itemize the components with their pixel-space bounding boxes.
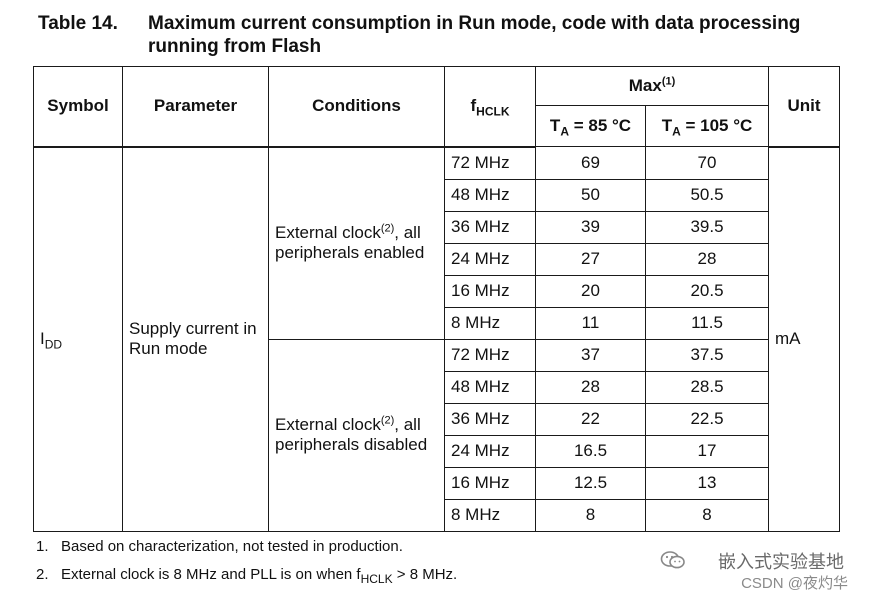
freq-cell: 36 MHz [444,402,536,436]
condition-pre: External clock [275,223,381,242]
header-unit: Unit [768,66,840,148]
table-title: Maximum current consumption in Run mode,… [148,13,801,57]
header-fhclk-sub: HCLK [476,104,510,119]
condition-post: , all peripherals disabled [275,415,428,454]
ta85-cell: 16.5 [535,434,646,468]
header-symbol: Symbol [33,66,123,148]
ta85-cell: 22 [535,402,646,436]
ta85-cell: 37 [535,338,646,372]
freq-cell: 48 MHz [444,370,536,404]
header-fhclk-main: f [470,96,477,116]
symbol-main: I [40,329,45,348]
footnote-text-sub: HCLK [360,572,393,586]
footnote-text: Based on characterization, not tested in… [61,538,403,555]
footnote-text: External clock is 8 MHz and PLL is on wh… [61,566,458,586]
table-row: 48 MHz 28 28.5 [34,370,840,404]
freq-cell: 48 MHz [444,178,536,212]
header-conditions: Conditions [268,66,445,148]
header-ta105-sub: A [672,124,681,139]
header-ta-85: TA = 85 °C [535,105,646,147]
ta105-cell: 70 [645,146,769,180]
header-max-label: Max [628,76,662,95]
table-row: External clock(2), all peripherals disab… [34,338,840,532]
condition-pre: External clock [275,415,381,434]
watermark-line1: 嵌入式实验基地 [718,552,844,572]
ta85-cell: 69 [535,146,646,180]
ta85-cell: 28 [535,370,646,404]
symbol-cell: IDD [33,146,123,532]
ta85-cell: 8 [535,498,646,532]
header-ta105-main: T [661,116,673,135]
ta105-cell: 11.5 [645,306,769,340]
header-ta105-rest: = 105 °C [680,116,753,135]
footnote-number: 1. [36,538,49,555]
freq-cell: 8 MHz [444,306,536,340]
parameter-cell: Supply current in Run mode [122,146,269,532]
ta85-cell: 50 [535,178,646,212]
unit-cell: mA [768,146,840,532]
table-row: 48 MHz 50 50.5 [34,178,840,212]
table-number: Table 14. [38,13,118,34]
condition-disabled-cell: External clock(2), all peripherals disab… [268,338,445,532]
watermark-line2: CSDN @夜灼华 [741,575,848,592]
header-ta85-rest: = 85 °C [568,116,632,135]
freq-cell: 36 MHz [444,210,536,244]
symbol-sub: DD [44,337,63,352]
ta85-cell: 11 [535,306,646,340]
ta85-cell: 39 [535,210,646,244]
header-fhclk: fHCLK [444,66,536,148]
freq-cell: 16 MHz [444,466,536,500]
table-row: 16 MHz 20 20.5 [34,274,840,308]
freq-cell: 16 MHz [444,274,536,308]
header-max-note: (1) [661,75,676,88]
ta105-cell: 17 [645,434,769,468]
table-row: 36 MHz 39 39.5 [34,210,840,244]
header-ta85-main: T [549,116,561,135]
ta105-cell: 20.5 [645,274,769,308]
ta105-cell: 8 [645,498,769,532]
wechat-icon [660,551,685,569]
condition-enabled-cell: External clock(2), all peripherals enabl… [268,146,445,340]
condition-note: (2) [380,222,395,235]
ta85-cell: 12.5 [535,466,646,500]
header-ta85-sub: A [560,124,569,139]
ta105-cell: 39.5 [645,210,769,244]
ta85-cell: 27 [535,242,646,276]
condition-post: , all peripherals enabled [275,223,425,262]
table-row: IDD Supply current in Run mode External … [33,146,840,532]
ta105-cell: 50.5 [645,178,769,212]
footnote-text-pre: External clock is 8 MHz and PLL is on wh… [61,566,361,583]
table-row: 8 MHz 8 8 [34,498,840,532]
table-row: 36 MHz 22 22.5 [34,402,840,436]
freq-cell: 72 MHz [444,146,536,180]
freq-cell: 72 MHz [444,338,536,372]
freq-cell: 24 MHz [444,242,536,276]
ta105-cell: 28 [645,242,769,276]
header-max: Max(1) [535,66,769,106]
freq-cell: 8 MHz [444,498,536,532]
footnote-text-post: > 8 MHz. [392,566,458,583]
ta85-cell: 20 [535,274,646,308]
table-row: 8 MHz 11 11.5 [34,306,840,340]
ta105-cell: 22.5 [645,402,769,436]
header-ta-105: TA = 105 °C [645,105,769,147]
freq-cell: 24 MHz [444,434,536,468]
condition-note: (2) [380,414,395,427]
current-consumption-table: Symbol Parameter Conditions fHCLK Max(1)… [33,66,840,532]
footnote-number: 2. [36,566,49,583]
table-row: 24 MHz 27 28 [34,242,840,276]
ta105-cell: 13 [645,466,769,500]
header-parameter: Parameter [122,66,269,148]
ta105-cell: 37.5 [645,338,769,372]
ta105-cell: 28.5 [645,370,769,404]
